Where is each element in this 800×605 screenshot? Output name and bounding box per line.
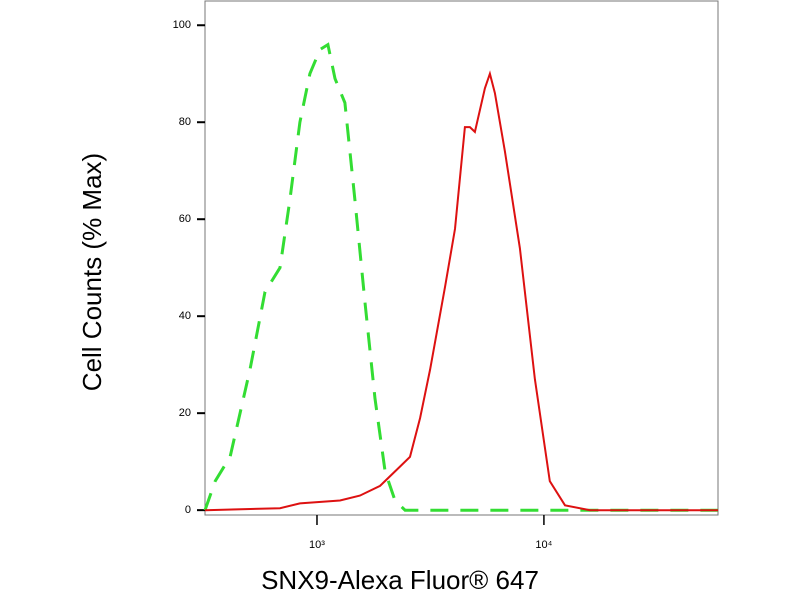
y-tick-label: 20 [179,407,191,419]
y-tick-label: 40 [179,310,191,322]
y-axis-title: Cell Counts (% Max) [77,153,107,391]
x-tick-label: 10⁴ [535,539,552,551]
y-tick-label: 80 [179,116,191,128]
series-line [203,42,718,512]
x-axis-title: SNX9-Alexa Fluor® 647 [261,565,539,595]
y-tick-label: 100 [173,19,191,31]
x-tick-label: 10³ [309,539,325,551]
y-tick-label: 60 [179,213,191,225]
series-line [204,70,718,512]
y-tick-label: 0 [185,504,191,516]
plot-frame [204,0,719,516]
